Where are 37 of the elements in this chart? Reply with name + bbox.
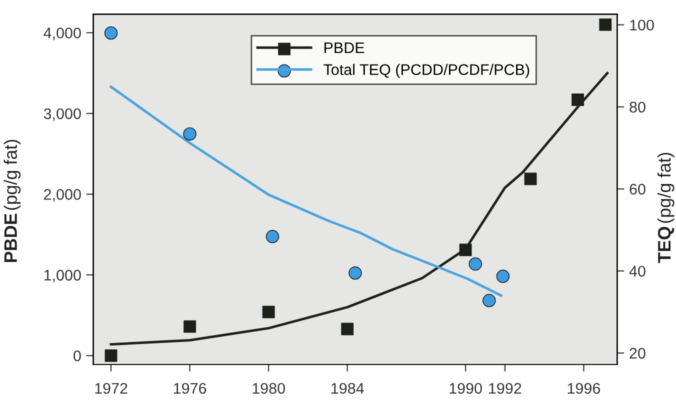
point xyxy=(572,94,584,106)
point xyxy=(184,320,196,333)
x-tick-label: 1980 xyxy=(252,382,285,394)
point xyxy=(348,266,362,280)
point xyxy=(482,294,496,308)
y2-tick-label: 100 xyxy=(630,20,654,31)
point xyxy=(262,306,275,318)
point xyxy=(459,244,472,256)
point xyxy=(468,257,482,271)
y-tick-label: 3,000 xyxy=(44,108,81,121)
y-tick-label: 4,000 xyxy=(44,28,81,40)
x-tick-label: 1972 xyxy=(95,382,128,394)
point xyxy=(266,230,280,244)
x-tick-label: 1990 xyxy=(450,382,482,394)
y2-axis-title: TEQ (pg/g fat) xyxy=(657,152,674,263)
point xyxy=(104,349,118,362)
point xyxy=(524,172,537,186)
x-tick-label: 1996 xyxy=(568,382,600,394)
x-tick-label: 1992 xyxy=(489,382,522,394)
point xyxy=(341,322,354,336)
y2-tick-label: 60 xyxy=(630,184,646,195)
y2-tick-label: 20 xyxy=(630,348,646,359)
point xyxy=(599,18,612,31)
legend-label: Total TEQ (PCDD/PCDF/PCB) xyxy=(324,64,530,78)
line-series xyxy=(110,86,502,297)
x-tick-label: 1984 xyxy=(332,382,364,394)
y-axis-title: PBDE (pg/g fat) xyxy=(4,140,21,262)
point xyxy=(496,270,510,283)
point xyxy=(104,26,118,40)
y2-tick-label: 40 xyxy=(629,266,646,277)
y-tick-label: 0 xyxy=(74,350,81,362)
y-tick-label: 1,000 xyxy=(44,270,81,282)
y-tick-label: 2,000 xyxy=(44,189,81,202)
legend-label: PBDE xyxy=(324,42,364,54)
x-tick-label: 1976 xyxy=(174,382,206,394)
point xyxy=(183,127,196,141)
y2-tick-label: 80 xyxy=(630,102,646,113)
